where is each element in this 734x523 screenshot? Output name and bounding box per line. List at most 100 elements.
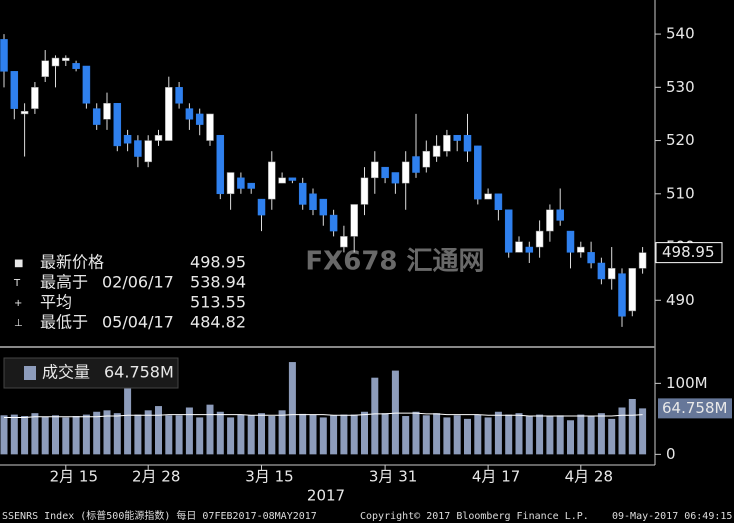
candle-body	[340, 236, 348, 248]
volume-bar	[433, 413, 441, 455]
candle-body	[412, 156, 420, 173]
candle-body	[123, 134, 132, 144]
volume-bar	[288, 362, 296, 455]
legend-label: 最低于	[40, 313, 88, 332]
volume-bar	[525, 416, 533, 455]
candle-body	[82, 65, 91, 104]
last-price-label: 498.95	[662, 243, 715, 261]
legend-marker: ⊥	[14, 318, 23, 329]
volume-bar	[330, 415, 338, 455]
legend-marker: T	[13, 278, 21, 289]
volume-bar	[443, 417, 451, 455]
volume-bar	[484, 417, 492, 455]
volume-bar	[268, 416, 276, 455]
volume-bar	[381, 413, 389, 455]
candle-body	[134, 140, 142, 157]
y-tick-label: 490	[666, 291, 695, 309]
volume-bar	[31, 413, 39, 455]
volume-bar	[494, 411, 502, 455]
volume-bar	[21, 416, 29, 455]
candle-body	[391, 172, 400, 184]
candle-body	[278, 177, 286, 184]
volume-bar	[237, 414, 245, 455]
candle-body	[103, 103, 111, 120]
candle-body	[577, 246, 585, 253]
x-tick-label: 2月 15	[50, 468, 98, 486]
volume-bar	[361, 411, 368, 455]
candle-body	[556, 209, 564, 221]
candle-body	[175, 87, 183, 104]
legend-box	[8, 252, 252, 334]
candle-body	[195, 113, 204, 125]
volume-bar	[350, 414, 358, 455]
last-volume-label: 64.758M	[662, 399, 727, 417]
candle-body	[206, 113, 214, 141]
candle-body	[165, 87, 173, 141]
candle-body	[515, 241, 523, 253]
legend-date: 02/06/17	[102, 273, 174, 292]
legend-value: 498.95	[190, 253, 246, 272]
volume-bar	[113, 413, 121, 455]
candle-body	[113, 103, 122, 147]
candle-body	[474, 145, 482, 200]
volume-bar	[412, 411, 420, 455]
candle-body	[185, 108, 194, 120]
candle-body	[216, 134, 225, 195]
volume-bar	[618, 407, 626, 455]
candle-body	[92, 108, 101, 125]
volume-bar	[62, 417, 70, 455]
volume-bar	[556, 415, 564, 455]
candle-body	[268, 161, 276, 200]
y-tick-label: 520	[666, 131, 695, 149]
candle-body	[62, 57, 70, 61]
y-tick-label: 530	[666, 78, 695, 96]
y-tick-label: 510	[666, 184, 695, 202]
x-tick-label: 3月 15	[245, 468, 293, 486]
volume-bar	[505, 414, 513, 455]
last-price-box	[655, 242, 723, 264]
candle-body	[329, 214, 338, 232]
candle-body	[504, 209, 513, 253]
candle-body	[494, 193, 503, 211]
volume-bar	[227, 417, 235, 455]
legend-label: 最新价格	[40, 253, 104, 272]
candle-body	[319, 198, 328, 216]
y-tick-label: 540	[666, 25, 695, 43]
candle-body	[443, 134, 451, 152]
volume-bar	[124, 383, 132, 455]
candle-body	[237, 177, 245, 189]
volume-bar	[453, 415, 461, 455]
volume-bar	[536, 414, 544, 455]
volume-bar	[319, 417, 327, 455]
candle-body	[144, 140, 152, 163]
legend-value: 513.55	[190, 293, 246, 312]
watermark: FX678 汇通网	[305, 247, 484, 277]
candle-body	[51, 57, 60, 67]
candle-body	[309, 193, 317, 211]
volume-bar	[515, 413, 523, 455]
x-tick-label: 3月 31	[369, 468, 417, 486]
volume-bar	[10, 414, 18, 455]
candle-body	[350, 204, 358, 237]
candle-body	[525, 246, 534, 253]
candle-body	[154, 134, 163, 141]
volume-bar	[391, 370, 399, 455]
candle-body	[401, 161, 410, 184]
volume-bar	[464, 418, 471, 455]
volume-bar	[546, 416, 554, 455]
volume-bar	[196, 417, 204, 455]
candle-body	[257, 198, 266, 216]
volume-bar	[299, 413, 307, 455]
volume-bar	[278, 410, 286, 455]
legend-box	[3, 357, 179, 389]
candle-body	[566, 230, 575, 253]
candle-body	[10, 71, 19, 109]
volume-bar	[309, 414, 317, 455]
volume-bar	[608, 418, 616, 455]
candle-body	[463, 134, 472, 152]
footer-text: Copyright© 2017 Bloomberg Finance L.P.	[360, 511, 589, 522]
volume-bar	[72, 416, 80, 455]
volume-bar	[185, 407, 193, 455]
y-tick-label: 0	[666, 445, 676, 463]
volume-bar	[597, 413, 605, 455]
